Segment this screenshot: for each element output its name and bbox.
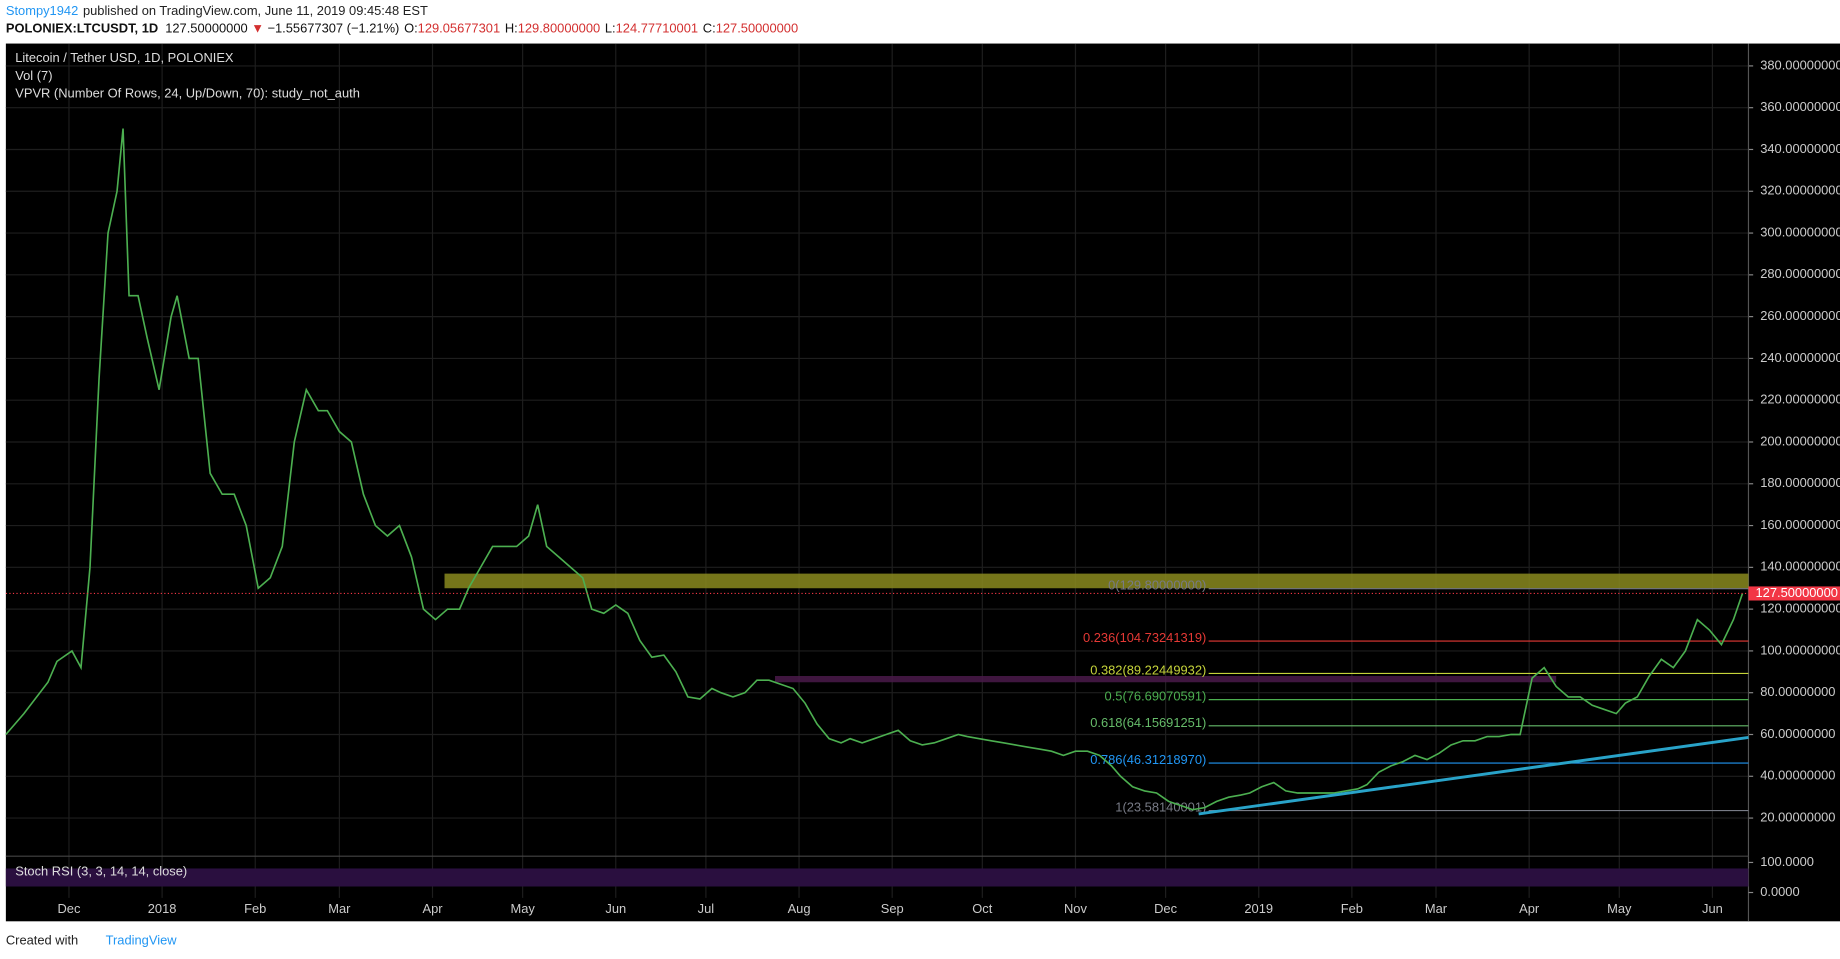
ohlc-label: O: bbox=[404, 21, 418, 36]
indicator: VPVR (Number Of Rows, 24, Up/Down, 70): … bbox=[15, 85, 360, 100]
ohlc-value: 124.77710001 bbox=[616, 21, 698, 36]
chart-bg bbox=[5, 43, 1840, 922]
x-tick-label: Jun bbox=[605, 901, 626, 916]
y-tick-label: 380.00000000 bbox=[1760, 57, 1840, 72]
fib-label: 0.5(76.69070591) bbox=[1105, 689, 1207, 704]
x-tick-label: Feb bbox=[244, 901, 266, 916]
x-tick-label: Jul bbox=[698, 901, 714, 916]
fib-label: 0(129.80000000) bbox=[1108, 578, 1206, 593]
y-tick-label: 200.00000000 bbox=[1760, 433, 1840, 448]
x-tick-label: Dec bbox=[57, 901, 80, 916]
y-tick-label: 80.00000000 bbox=[1760, 684, 1835, 699]
x-tick-label: Mar bbox=[1425, 901, 1448, 916]
last: 127.50000000 bbox=[165, 21, 247, 36]
y-tick-label: 40.00000000 bbox=[1760, 768, 1835, 783]
fib-label: 0.618(64.15691251) bbox=[1090, 715, 1206, 730]
chart-title: Litecoin / Tether USD, 1D, POLONIEX bbox=[15, 50, 234, 65]
ohlc: O:129.05677301 H:129.80000000 L:124.777100… bbox=[404, 21, 798, 36]
x-tick-label: Nov bbox=[1064, 901, 1087, 916]
last-price-box bbox=[1748, 586, 1840, 601]
x-tick-label: Dec bbox=[1154, 901, 1177, 916]
fib-label: 0.786(46.31218970) bbox=[1090, 752, 1206, 767]
x-tick-label: Jun bbox=[1702, 901, 1723, 916]
published: published on TradingView.com, June 11, 2… bbox=[83, 3, 428, 18]
ohlc-label: H: bbox=[505, 21, 518, 36]
ohlc-value: 129.80000000 bbox=[518, 21, 600, 36]
footer-text: Created with bbox=[6, 933, 78, 948]
ohlc-label: C: bbox=[703, 21, 716, 36]
x-tick-label: Apr bbox=[422, 901, 443, 916]
y-tick-label: 320.00000000 bbox=[1760, 183, 1840, 198]
y-tick-label: 100.0000 bbox=[1760, 854, 1814, 869]
x-tick-label: May bbox=[510, 901, 535, 916]
price-line bbox=[5, 128, 1744, 811]
change: −1.55677307 (−1.21%) bbox=[267, 21, 399, 36]
y-tick-label: 60.00000000 bbox=[1760, 726, 1835, 741]
y-tick-label: 180.00000000 bbox=[1760, 475, 1840, 490]
y-tick-label: 260.00000000 bbox=[1760, 308, 1840, 323]
x-tick-label: 2019 bbox=[1244, 901, 1273, 916]
y-tick-label: 220.00000000 bbox=[1760, 392, 1840, 407]
x-tick-label: Feb bbox=[1341, 901, 1363, 916]
x-tick-label: Apr bbox=[1519, 901, 1540, 916]
trendline bbox=[1198, 735, 1749, 816]
stoch-title: Stoch RSI (3, 3, 14, 14, close) bbox=[15, 863, 187, 878]
arrow: ▼ bbox=[251, 21, 264, 36]
y-tick-label: 140.00000000 bbox=[1760, 559, 1840, 574]
x-tick-label: May bbox=[1607, 901, 1632, 916]
y-tick-label: 280.00000000 bbox=[1760, 266, 1840, 281]
ohlc-label: L: bbox=[605, 21, 616, 36]
y-tick-label: 340.00000000 bbox=[1760, 141, 1840, 156]
zone bbox=[444, 573, 1749, 589]
fib-label: 0.236(104.73241319) bbox=[1083, 630, 1206, 645]
x-tick-label: 2018 bbox=[148, 901, 177, 916]
y-tick-label: 100.00000000 bbox=[1760, 642, 1840, 657]
x-tick-label: Sep bbox=[881, 901, 904, 916]
y-tick-label: 300.00000000 bbox=[1760, 224, 1840, 239]
y-tick-label: 20.00000000 bbox=[1760, 809, 1835, 824]
header-line2: POLONIEX:LTCUSDT, 1D 127.50000000 ▼ −1.5567… bbox=[6, 21, 798, 36]
last-price-label: 127.50000000 bbox=[1756, 585, 1838, 600]
y-tick-label: 360.00000000 bbox=[1760, 99, 1840, 114]
symbol: POLONIEX:LTCUSDT, 1D bbox=[6, 21, 158, 36]
indicator: Vol (7) bbox=[15, 68, 52, 83]
plot: Dec 2018 Feb Mar Apr May Jun Jul Aug Sep Oct Nov Dec… bbox=[5, 43, 1840, 922]
ohlc-value: 127.50000000 bbox=[716, 21, 798, 36]
footer-brand[interactable]: TradingView bbox=[106, 933, 178, 948]
fib-label: 1(23.58140001) bbox=[1115, 800, 1206, 815]
y-tick-label: 160.00000000 bbox=[1760, 517, 1840, 532]
y-tick-label: 120.00000000 bbox=[1760, 601, 1840, 616]
fib-label: 0.382(89.22449932) bbox=[1090, 662, 1206, 677]
x-tick-label: Mar bbox=[328, 901, 351, 916]
y-tick-label: 240.00000000 bbox=[1760, 350, 1840, 365]
publisher[interactable]: Stompy1942 bbox=[6, 3, 78, 18]
ohlc-value: 129.05677301 bbox=[418, 21, 500, 36]
stoch-band bbox=[5, 868, 1749, 887]
x-tick-label: Oct bbox=[972, 901, 992, 916]
zone bbox=[775, 675, 1557, 683]
x-tick-label: Aug bbox=[788, 901, 811, 916]
y-tick-label: 0.0000 bbox=[1760, 884, 1799, 899]
header-line1: Stompy1942 published on TradingView.com, … bbox=[6, 3, 428, 18]
